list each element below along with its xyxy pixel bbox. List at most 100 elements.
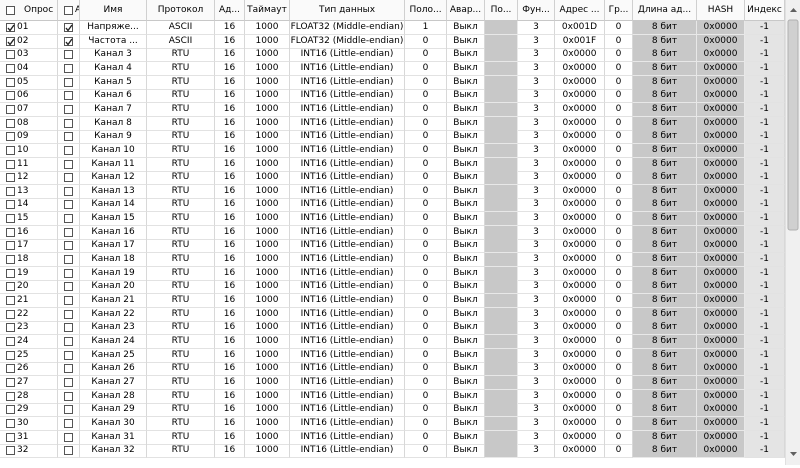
checkbox[interactable] (64, 50, 73, 60)
checkbox[interactable] (64, 63, 73, 73)
checkbox[interactable] (6, 405, 15, 415)
table-cell: 8 бит (633, 143, 697, 158)
table-cell: 0 (405, 280, 447, 295)
checkbox[interactable] (6, 104, 15, 114)
checkbox[interactable] (6, 350, 15, 360)
column-header[interactable]: Тип данных (290, 0, 405, 21)
checkbox[interactable] (64, 336, 73, 346)
table-cell: 0 (605, 321, 633, 336)
checkbox[interactable] (6, 63, 15, 73)
table-cell: 0x001F (555, 34, 605, 49)
checkbox[interactable] (6, 241, 15, 251)
column-header[interactable]: Опрос (0, 0, 58, 21)
checkbox[interactable] (64, 186, 73, 196)
checkbox[interactable] (64, 323, 73, 333)
checkbox[interactable] (64, 391, 73, 401)
checkbox[interactable] (64, 23, 73, 32)
checkbox[interactable] (6, 23, 15, 32)
checkbox[interactable] (64, 418, 73, 428)
checkbox[interactable] (6, 391, 15, 401)
checkbox[interactable] (64, 227, 73, 237)
checkbox[interactable] (64, 350, 73, 360)
column-header[interactable]: Таймаут (245, 0, 290, 21)
column-header[interactable]: Адрес ... (555, 0, 605, 21)
checkbox[interactable] (64, 91, 73, 101)
checkbox[interactable] (6, 118, 15, 128)
checkbox[interactable] (64, 6, 73, 15)
table-cell: 0x0000 (697, 48, 745, 63)
checkbox[interactable] (64, 77, 73, 87)
table-cell: 0 (405, 444, 447, 459)
checkbox[interactable] (6, 255, 15, 265)
checkbox[interactable] (6, 364, 15, 374)
column-header[interactable]: По... (485, 0, 518, 21)
checkbox[interactable] (64, 255, 73, 265)
checkbox[interactable] (6, 446, 15, 456)
column-header[interactable]: Протокол (147, 0, 215, 21)
checkbox[interactable] (6, 36, 15, 46)
checkbox[interactable] (6, 268, 15, 278)
checkbox[interactable] (6, 418, 15, 428)
checkbox[interactable] (6, 173, 15, 183)
checkbox[interactable] (64, 214, 73, 224)
checkbox[interactable] (6, 132, 15, 142)
checkbox[interactable] (64, 296, 73, 305)
scrollbar[interactable] (785, 0, 800, 465)
table-cell: 8 бит (633, 294, 697, 308)
column-header[interactable]: HASH (697, 0, 745, 21)
checkbox[interactable] (64, 159, 73, 169)
cell-text: RTU (171, 349, 190, 360)
checkbox[interactable] (64, 200, 73, 210)
checkbox[interactable] (64, 241, 73, 251)
checkbox[interactable] (6, 145, 15, 155)
checkbox[interactable] (6, 309, 15, 319)
table-cell: 1000 (245, 239, 290, 254)
checkbox[interactable] (64, 364, 73, 374)
column-header[interactable]: Ад... (215, 0, 245, 21)
column-header[interactable]: А (58, 0, 80, 21)
cell-text: Канал 16 (91, 226, 135, 237)
checkbox[interactable] (6, 336, 15, 346)
checkbox[interactable] (6, 91, 15, 101)
table-cell: RTU (147, 403, 215, 418)
table-cell: 0x0000 (697, 362, 745, 377)
checkbox[interactable] (6, 77, 15, 87)
column-header[interactable]: Авар... (447, 0, 485, 21)
checkbox[interactable] (64, 377, 73, 387)
checkbox[interactable] (6, 214, 15, 224)
checkbox[interactable] (6, 323, 15, 333)
checkbox[interactable] (64, 145, 73, 155)
table-cell: 1000 (245, 184, 290, 199)
checkbox[interactable] (6, 186, 15, 196)
checkbox[interactable] (64, 104, 73, 114)
column-header[interactable]: Поло... (405, 0, 447, 21)
checkbox[interactable] (6, 432, 15, 442)
checkbox[interactable] (64, 432, 73, 442)
column-header[interactable]: Гр... (605, 0, 633, 21)
checkbox[interactable] (64, 173, 73, 183)
checkbox[interactable] (6, 227, 15, 237)
table-cell: 0 (605, 89, 633, 104)
table-cell: Выкл (447, 75, 485, 90)
checkbox[interactable] (64, 268, 73, 278)
checkbox[interactable] (64, 36, 73, 46)
checkbox[interactable] (6, 296, 15, 305)
checkbox[interactable] (64, 118, 73, 128)
checkbox[interactable] (6, 282, 15, 292)
column-header[interactable]: Индекс (745, 0, 785, 21)
checkbox[interactable] (64, 405, 73, 415)
column-header[interactable]: Длина ад... (633, 0, 697, 21)
checkbox[interactable] (6, 200, 15, 210)
checkbox[interactable] (64, 132, 73, 142)
checkbox[interactable] (6, 50, 15, 60)
checkbox[interactable] (64, 446, 73, 456)
cell-text: 09 (17, 131, 29, 142)
column-header[interactable]: Имя (80, 0, 147, 21)
checkbox[interactable] (64, 309, 73, 319)
cell-text: 0x001F (562, 35, 597, 46)
checkbox[interactable] (6, 377, 15, 387)
checkbox[interactable] (6, 159, 15, 169)
checkbox[interactable] (6, 6, 15, 15)
column-header[interactable]: Фун... (518, 0, 555, 21)
checkbox[interactable] (64, 282, 73, 292)
